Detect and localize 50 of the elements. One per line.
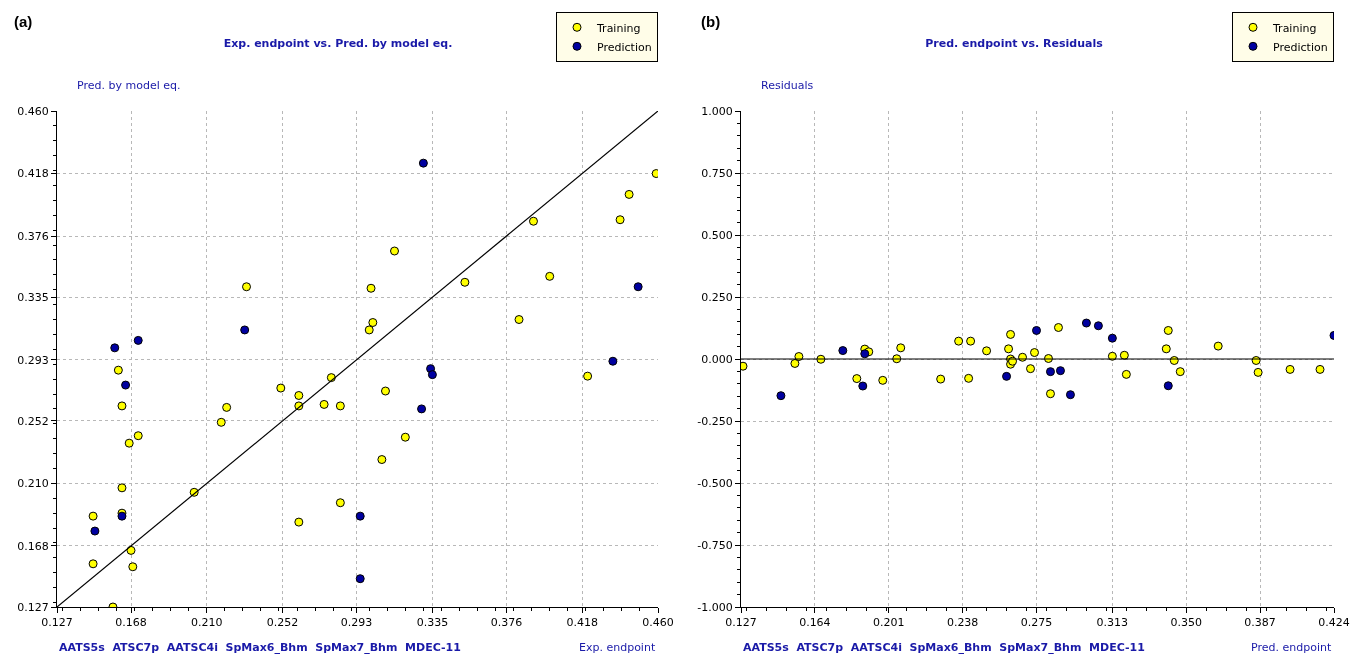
x-tick-label: 0.335 [416, 616, 449, 630]
legend-label: Training [1272, 21, 1317, 35]
y-tick-label: 0.127 [17, 600, 49, 614]
y-tick-label: 0.750 [701, 166, 733, 180]
legend-label: Prediction [597, 40, 652, 54]
x-tick-label: 0.387 [1244, 616, 1276, 630]
text: (a) [14, 13, 33, 30]
y-tick-label: 0.252 [17, 414, 49, 428]
y-tick-label: 0.376 [17, 229, 49, 243]
x-tick-label: 0.424 [1318, 616, 1350, 630]
x-tick-label: 0.210 [191, 616, 223, 630]
y-axis-title: Residuals [761, 79, 814, 92]
y-tick-label: 0.000 [701, 352, 733, 366]
y-axis-title: Pred. by model eq. [77, 79, 181, 92]
chart-title: Exp. endpoint vs. Pred. by model eq. [223, 36, 453, 50]
legend-label: Training [596, 21, 641, 35]
y-tick-label: 0.293 [17, 353, 49, 367]
x-tick-label: 0.252 [266, 616, 299, 630]
x-tick-label: 0.168 [115, 616, 147, 630]
y-tick-label: 0.250 [701, 290, 733, 304]
text: (b) [701, 13, 721, 30]
y-tick-label: 0.335 [17, 291, 49, 305]
text: AATS5s ATSC7p AATSC4i SpMax6_Bhm SpMax7_Bhm MDEC-11 [59, 641, 461, 654]
y-tick-label: -0.250 [697, 414, 733, 428]
y-tick-label: -0.750 [697, 538, 733, 552]
x-tick-label: 0.313 [1096, 616, 1129, 630]
x-tick-label: 0.201 [873, 616, 905, 630]
x-tick-label: 0.293 [340, 616, 373, 630]
y-tick-label: 1.000 [701, 104, 733, 118]
y-tick-label: 0.210 [17, 477, 49, 491]
y-tick-label: 0.500 [701, 228, 733, 242]
x-axis-title: Pred. endpoint [1251, 641, 1332, 654]
y-tick-label: 0.460 [17, 104, 49, 118]
y-tick-label: 0.168 [17, 539, 49, 553]
x-tick-label: 0.376 [490, 616, 523, 630]
y-tick-label: -0.500 [697, 476, 733, 490]
x-tick-label: 0.238 [946, 616, 979, 630]
chart-title: Pred. endpoint vs. Residuals [925, 36, 1104, 50]
y-tick-label: -1.000 [697, 600, 733, 614]
x-tick-label: 0.164 [799, 616, 831, 630]
x-tick-label: 0.275 [1020, 616, 1053, 630]
x-tick-label: 0.127 [41, 616, 73, 630]
text: AATS5s ATSC7p AATSC4i SpMax6_Bhm SpMax7_Bhm MDEC-11 [743, 641, 1145, 654]
y-tick-label: 0.418 [17, 167, 49, 181]
x-tick-label: 0.460 [642, 616, 674, 630]
legend-label: Prediction [1273, 40, 1328, 54]
x-axis-title: Exp. endpoint [579, 641, 656, 654]
x-tick-label: 0.418 [566, 616, 598, 630]
x-tick-label: 0.350 [1170, 616, 1202, 630]
x-tick-label: 0.127 [725, 616, 757, 630]
